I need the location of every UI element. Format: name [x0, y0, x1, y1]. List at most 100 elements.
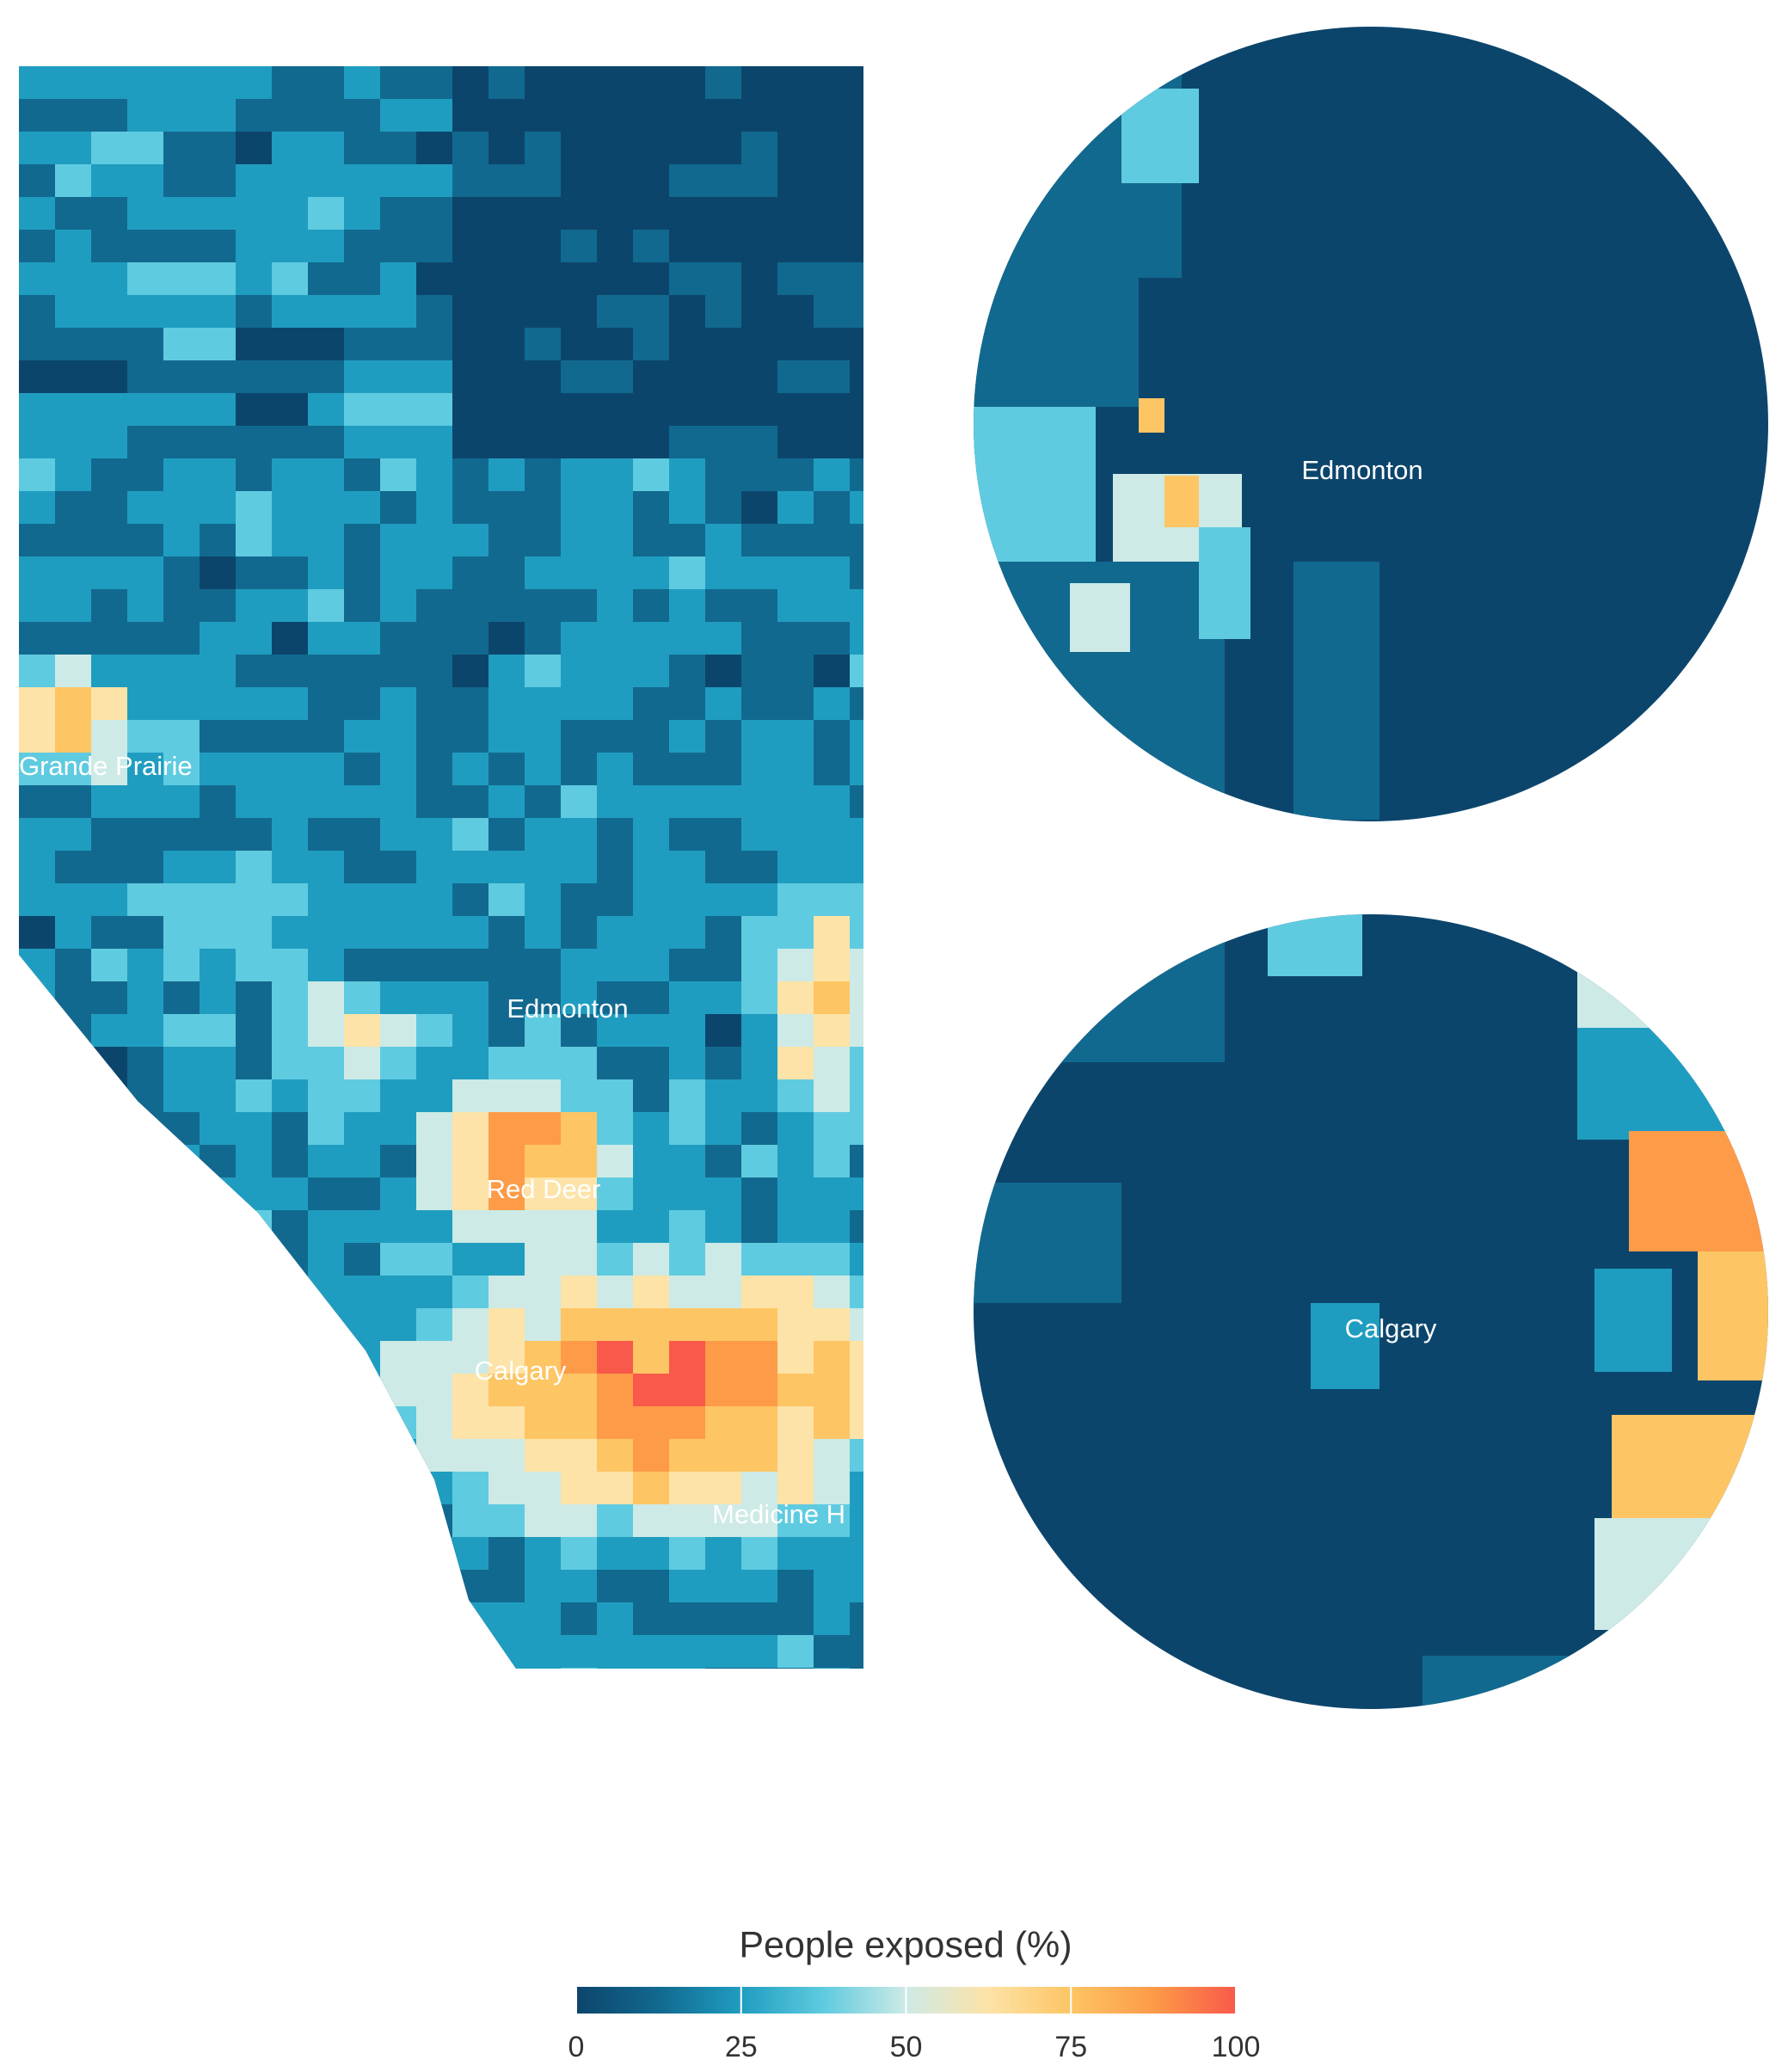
region — [597, 916, 634, 950]
region — [597, 524, 634, 557]
region — [19, 556, 56, 590]
region — [561, 1668, 598, 1669]
region — [416, 753, 453, 786]
region — [669, 1014, 706, 1048]
region — [452, 687, 489, 721]
region — [452, 720, 489, 753]
region — [127, 1504, 164, 1538]
region — [561, 916, 598, 950]
region — [561, 1177, 598, 1211]
region — [741, 1047, 778, 1080]
region — [200, 458, 237, 492]
region — [777, 1014, 814, 1048]
region — [55, 753, 92, 786]
region — [308, 1374, 345, 1407]
region — [19, 1537, 56, 1571]
region — [55, 655, 92, 688]
region — [669, 949, 706, 982]
region — [452, 1537, 489, 1571]
region — [19, 916, 56, 950]
region — [561, 1635, 598, 1669]
region — [633, 1308, 670, 1342]
region — [91, 1374, 128, 1407]
region — [850, 916, 863, 950]
region — [19, 785, 56, 819]
region — [344, 230, 453, 263]
region — [777, 1472, 814, 1505]
region — [525, 687, 562, 721]
region — [272, 655, 309, 688]
region — [705, 1276, 742, 1309]
region — [525, 949, 562, 982]
region — [91, 981, 128, 1015]
region — [380, 1079, 417, 1113]
region — [561, 1308, 598, 1342]
city-label: Red Deer — [487, 1174, 601, 1204]
region — [163, 1243, 200, 1276]
region — [561, 1374, 598, 1407]
region — [705, 883, 742, 917]
region — [200, 1177, 237, 1211]
region — [308, 1276, 345, 1309]
region — [236, 1079, 273, 1113]
region — [452, 1406, 489, 1440]
region — [669, 1374, 706, 1407]
region — [705, 785, 742, 819]
region — [344, 949, 381, 982]
region — [741, 1341, 778, 1374]
region — [814, 622, 851, 655]
region — [91, 1243, 128, 1276]
region — [705, 1308, 742, 1342]
region — [380, 785, 417, 819]
region — [272, 589, 309, 623]
region — [127, 1668, 164, 1669]
region — [19, 1341, 56, 1374]
region — [236, 328, 345, 361]
region — [1577, 914, 1768, 1045]
region — [452, 1570, 489, 1603]
region — [633, 1570, 670, 1603]
region — [308, 1668, 345, 1669]
region — [308, 1341, 345, 1374]
region — [163, 1210, 200, 1244]
region — [850, 1406, 863, 1440]
region — [380, 1308, 417, 1342]
region — [344, 981, 381, 1015]
region — [272, 622, 309, 655]
region — [705, 851, 742, 884]
region — [416, 1439, 453, 1473]
region — [561, 589, 598, 623]
region — [669, 164, 778, 198]
region — [19, 622, 56, 655]
region — [127, 1145, 164, 1178]
region — [19, 1014, 56, 1048]
region — [814, 1668, 851, 1669]
region — [272, 1537, 309, 1571]
region — [127, 360, 237, 394]
region — [633, 1504, 670, 1538]
region — [669, 1668, 706, 1669]
region — [236, 556, 273, 590]
region — [308, 589, 345, 623]
region — [814, 1210, 851, 1244]
region — [777, 1570, 814, 1603]
tick-label: 0 — [568, 2031, 585, 2063]
region — [561, 753, 598, 786]
region — [777, 1079, 814, 1113]
region — [380, 1406, 417, 1440]
region — [633, 1537, 670, 1571]
region — [777, 1406, 814, 1440]
region — [814, 1047, 851, 1080]
region — [669, 753, 706, 786]
region — [777, 622, 814, 655]
region — [777, 916, 814, 950]
region — [488, 1112, 525, 1146]
region — [344, 883, 381, 917]
region — [525, 1047, 562, 1080]
region — [308, 785, 345, 819]
region — [127, 556, 164, 590]
region — [850, 491, 863, 525]
region — [777, 818, 814, 852]
region — [597, 1210, 634, 1244]
region — [850, 1602, 863, 1636]
